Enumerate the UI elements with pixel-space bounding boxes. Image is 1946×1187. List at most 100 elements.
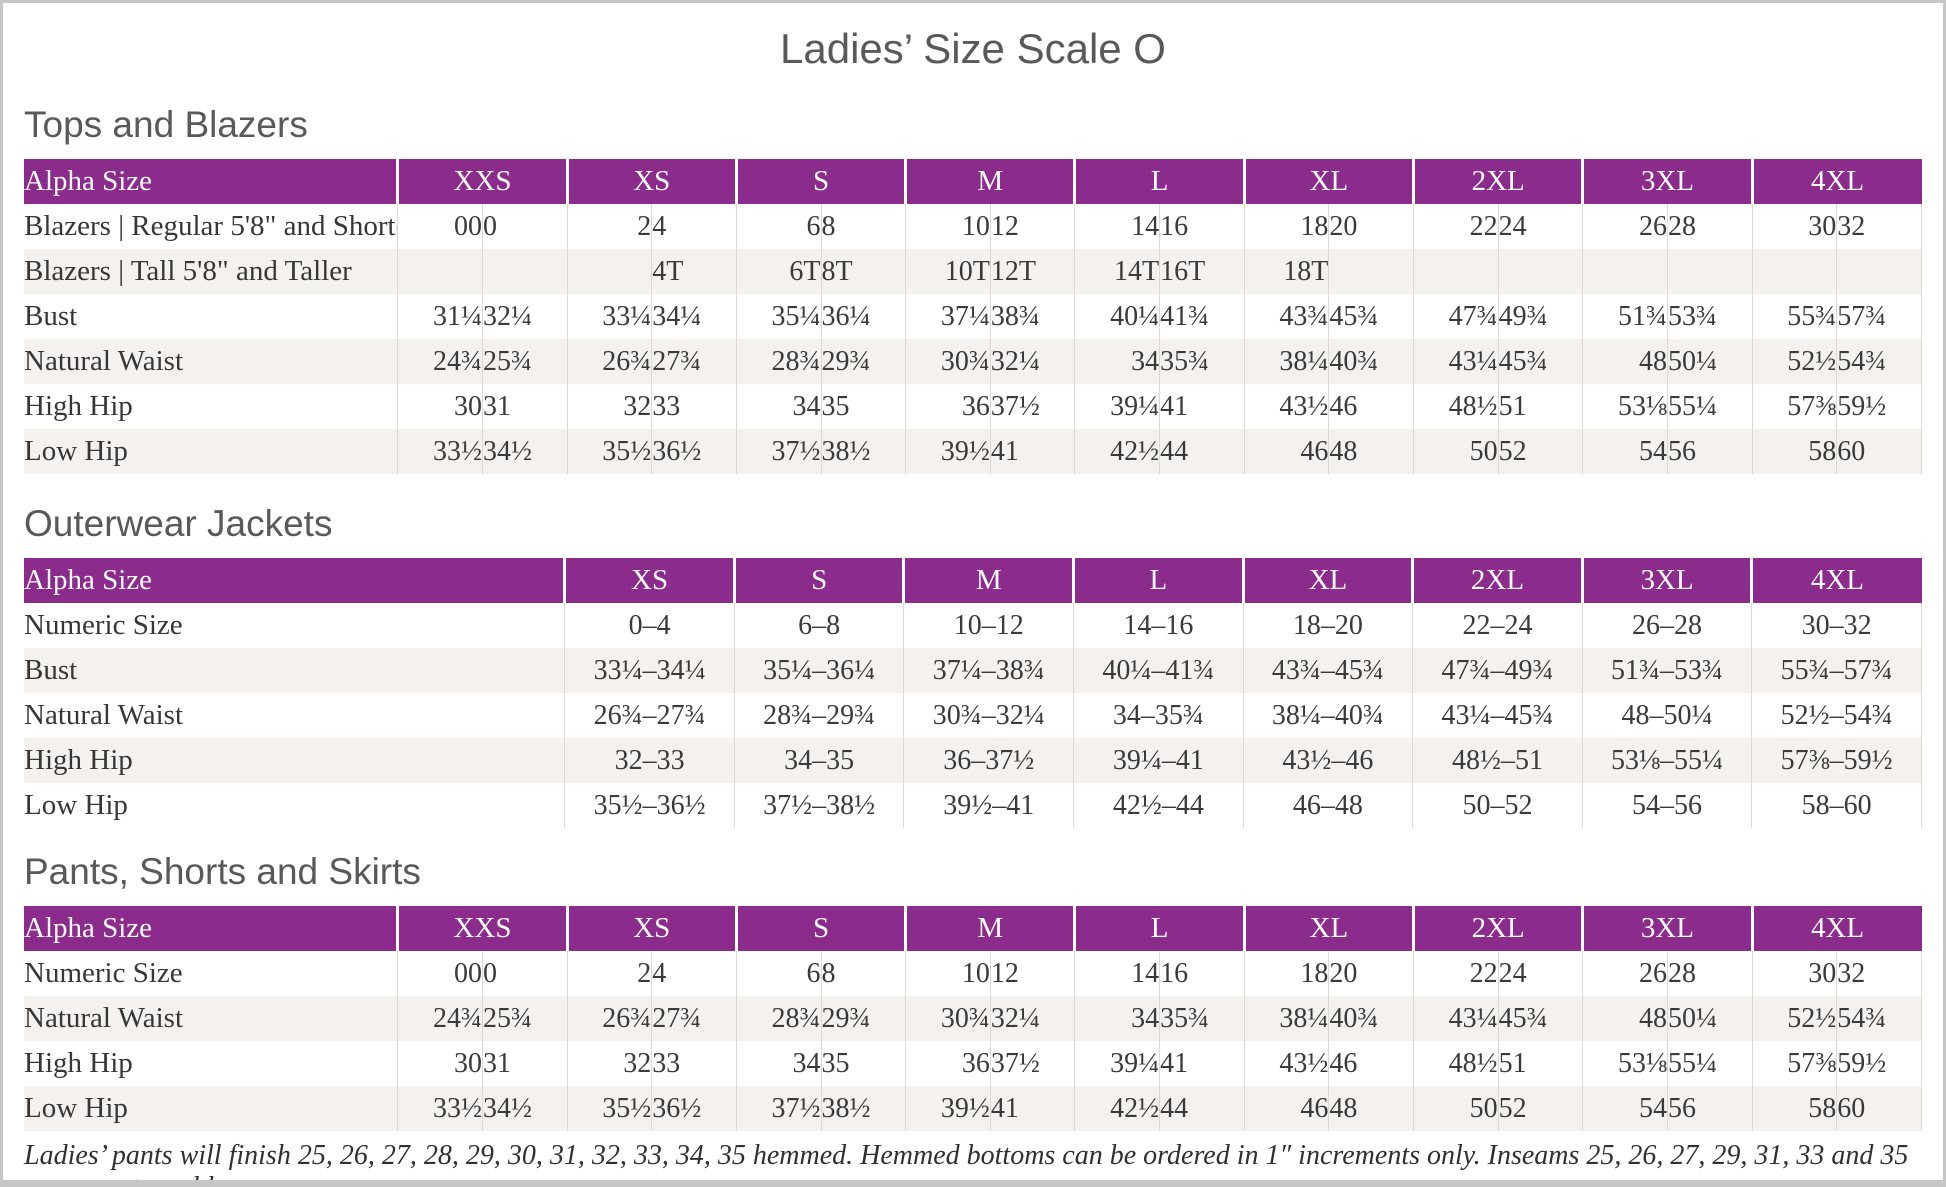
size-cell: 46 — [1328, 384, 1414, 429]
size-cell — [1751, 249, 1837, 294]
size-cell: 37½ — [735, 429, 822, 474]
size-cell: 43¾–45¾ — [1242, 648, 1413, 693]
size-cell: 22 — [1413, 951, 1499, 996]
size-cell: 26–28 — [1581, 603, 1752, 648]
size-cell: 53⅛–55¼ — [1581, 738, 1752, 783]
size-column-header: S — [732, 558, 904, 603]
size-cell: 10–12 — [903, 603, 1074, 648]
size-column-header: XS — [565, 159, 737, 204]
size-cell: 45¾ — [1497, 996, 1583, 1041]
size-cell: 54¾ — [1836, 996, 1922, 1041]
size-column-header: S — [734, 159, 906, 204]
size-cell: 33¼–34¼ — [564, 648, 735, 693]
size-cell: 58–60 — [1751, 783, 1922, 828]
size-cell: 18 — [1243, 951, 1329, 996]
alpha-size-corner-header: Alpha Size — [24, 558, 565, 603]
size-column-header: L — [1073, 906, 1245, 951]
table-row: Numeric Size 00 0 2 4 6 8 10 12 14 16 18 20 22 24 26 28 3… — [24, 951, 1922, 996]
size-cell: 32 — [1836, 204, 1922, 249]
size-column-header: XXS — [396, 906, 568, 951]
size-column-header: XS — [565, 906, 737, 951]
tops-and-blazers-table: Alpha Size XXS XS S M L XL 2XL 3XL 4XL Blazers | R… — [24, 159, 1922, 474]
size-cell: 25¾ — [481, 339, 568, 384]
size-cell: 43½ — [1243, 1041, 1329, 1086]
size-cell: 8 — [820, 204, 906, 249]
size-cell: 26¾ — [566, 339, 652, 384]
size-cell: 33 — [651, 1041, 737, 1086]
size-cell: 59½ — [1836, 384, 1922, 429]
size-cell: 32 — [566, 384, 652, 429]
size-cell: 58 — [1751, 1086, 1837, 1131]
size-cell: 35¼–36¼ — [733, 648, 904, 693]
header-row: Alpha Size XXS XS S M L XL 2XL 3XL 4XL — [24, 906, 1922, 951]
size-cell: 0 — [481, 204, 568, 249]
size-cell: 44 — [1159, 1086, 1245, 1131]
size-cell: 52½–54¾ — [1751, 693, 1922, 738]
size-column-header: 2XL — [1412, 906, 1583, 951]
size-cell: 35½–36½ — [564, 783, 735, 828]
size-column-header: 4XL — [1750, 906, 1922, 951]
size-cell: 34 — [735, 1041, 822, 1086]
table-row: Blazers | Regular 5'8" and Shorter 00 0 2 4 6… — [24, 204, 1922, 249]
size-cell: 12 — [989, 951, 1075, 996]
size-cell: 43¼–45¾ — [1412, 693, 1583, 738]
size-cell: 18–20 — [1242, 603, 1413, 648]
size-cell: 14 — [1074, 951, 1160, 996]
size-cell: 29¾ — [820, 339, 906, 384]
size-column-header: M — [904, 159, 1075, 204]
size-cell: 48 — [1582, 339, 1668, 384]
size-cell: 34–35 — [733, 738, 904, 783]
size-cell: 35½ — [566, 429, 652, 474]
size-cell: 10T — [905, 249, 991, 294]
size-cell: 43¾ — [1243, 294, 1329, 339]
size-cell: 53⅛ — [1582, 384, 1668, 429]
size-cell: 10 — [905, 204, 991, 249]
size-cell: 53¾ — [1666, 294, 1753, 339]
size-cell: 16T — [1159, 249, 1245, 294]
size-cell: 00 — [397, 951, 483, 996]
size-cell: 33½ — [397, 1086, 483, 1131]
size-cell: 56 — [1666, 1086, 1753, 1131]
size-cell: 36–37½ — [903, 738, 1074, 783]
size-cell: 40¼–41¾ — [1073, 648, 1244, 693]
size-cell: 48–50¼ — [1581, 693, 1752, 738]
size-cell: 30 — [1751, 204, 1837, 249]
table-row: High Hip 30 31 32 33 34 35 36 37½ 39¼ 41 43½ 46 48½ 51… — [24, 384, 1922, 429]
size-cell: 34 — [735, 384, 822, 429]
size-cell: 32–33 — [564, 738, 735, 783]
section-tops-and-blazers: Tops and Blazers Alpha Size XXS XS S M L XL 2XL… — [24, 105, 1922, 474]
size-cell: 40¼ — [1074, 294, 1160, 339]
size-cell: 40¾ — [1328, 996, 1414, 1041]
size-cell: 51 — [1497, 384, 1583, 429]
size-cell: 35¾ — [1159, 996, 1245, 1041]
size-cell: 42½ — [1074, 1086, 1160, 1131]
size-cell: 35½ — [566, 1086, 652, 1131]
size-cell: 54 — [1582, 1086, 1668, 1131]
size-cell: 2 — [566, 204, 652, 249]
size-column-header: XXS — [396, 159, 568, 204]
size-cell: 30¾–32¼ — [903, 693, 1074, 738]
size-cell: 57¾ — [1836, 294, 1922, 339]
size-cell: 12T — [989, 249, 1075, 294]
size-column-header: 4XL — [1750, 159, 1922, 204]
size-cell: 2 — [566, 951, 652, 996]
table-row: High Hip 30 31 32 33 34 35 36 37½ 39¼ 41 43½ 46 48½ 51… — [24, 1041, 1922, 1086]
size-cell: 12 — [989, 204, 1075, 249]
row-label: Low Hip — [24, 783, 565, 828]
size-cell: 52 — [1497, 429, 1583, 474]
size-cell: 34 — [1074, 339, 1160, 384]
size-cell: 37¼–38¾ — [903, 648, 1074, 693]
size-column-header: XS — [563, 558, 735, 603]
size-cell — [481, 249, 568, 294]
size-cell: 50 — [1413, 1086, 1499, 1131]
size-cell: 48½ — [1413, 1041, 1499, 1086]
size-cell: 30¾ — [905, 339, 991, 384]
size-cell: 4 — [651, 204, 737, 249]
size-column-header: 3XL — [1580, 558, 1752, 603]
size-cell: 30–32 — [1751, 603, 1922, 648]
section-heading: Pants, Shorts and Skirts — [24, 851, 421, 892]
size-cell: 34¼ — [651, 294, 737, 339]
size-cell: 16 — [1159, 951, 1245, 996]
size-cell: 39½–41 — [903, 783, 1074, 828]
